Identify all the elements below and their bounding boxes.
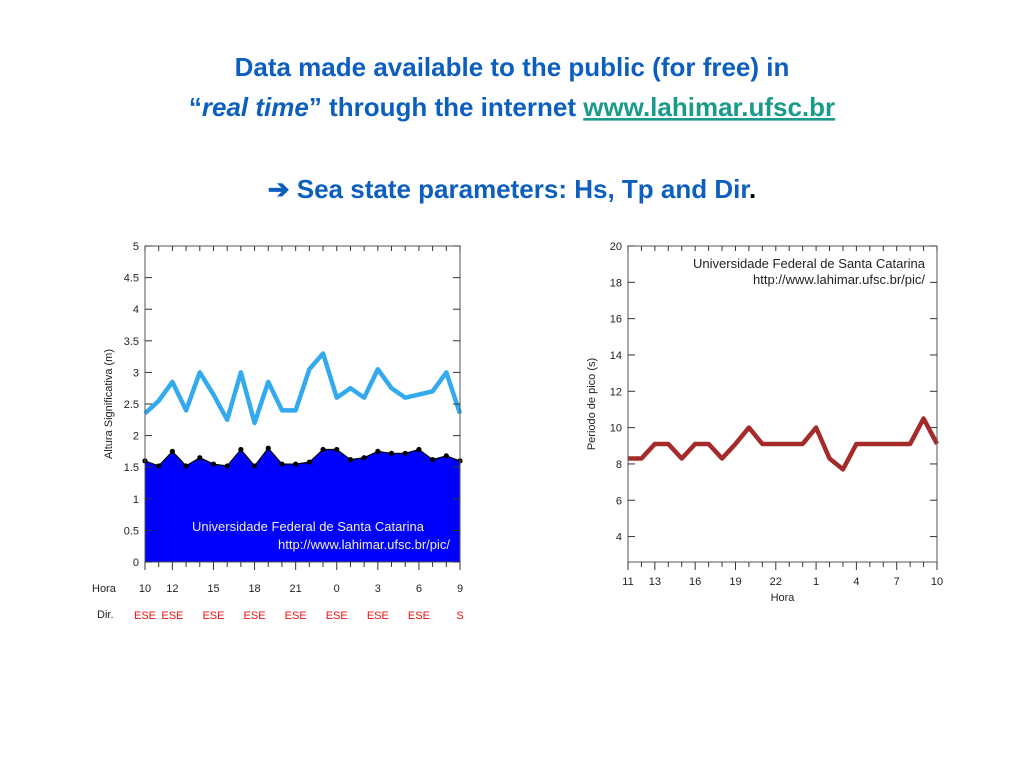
marker <box>197 455 203 461</box>
marker <box>347 457 354 463</box>
annotation: Universidade Federal de Santa Catarina <box>192 519 425 534</box>
plot-frame <box>627 245 938 563</box>
x-tick-label: 10 <box>931 576 943 588</box>
y-tick-label: 1.5 <box>124 462 139 474</box>
x-tick-label: 1 <box>813 576 819 588</box>
subtitle-text: ➔ Sea state parameters: Hs, Tp and Dir <box>268 174 751 204</box>
quote: “ <box>189 92 202 122</box>
y-tick-label: 3 <box>133 367 139 379</box>
x-tick-label: 16 <box>689 576 701 588</box>
y-tick-label: 8 <box>616 459 622 471</box>
direction-label: S <box>456 610 463 622</box>
y-tick-label: 6 <box>616 495 622 507</box>
title-rest: ” through the internet <box>309 92 583 122</box>
marker <box>361 455 367 461</box>
marker <box>251 463 258 469</box>
x-tick-label: 11 <box>622 576 633 588</box>
x-tick-label: 12 <box>166 583 178 595</box>
title-italic: real time <box>202 92 309 122</box>
x-tick-label: 21 <box>290 583 302 595</box>
marker <box>443 453 449 459</box>
marker <box>293 461 299 467</box>
x-tick-label: 22 <box>770 576 782 588</box>
x-axis-label: Hora <box>92 583 117 595</box>
direction-label: ESE <box>326 610 348 622</box>
y-tick-label: 20 <box>610 241 622 253</box>
annotation: http://www.lahimar.ufsc.br/pic/ <box>278 537 450 552</box>
y-tick-label: 5 <box>133 241 139 253</box>
y-axis-label: Periodo de pico (s) <box>586 358 598 450</box>
x-tick-label: 15 <box>207 583 219 595</box>
y-axis-label: Altura Significativa (m) <box>103 349 115 459</box>
y-tick-label: 18 <box>610 277 622 289</box>
x-tick-label: 10 <box>139 583 151 595</box>
x-tick-label: 6 <box>416 583 422 595</box>
y-tick-label: 1 <box>133 494 139 506</box>
marker <box>183 463 189 469</box>
marker <box>156 463 162 469</box>
direction-label: ESE <box>202 610 224 622</box>
direction-label: ESE <box>408 610 430 622</box>
y-tick-label: 4 <box>133 304 139 316</box>
y-tick-label: 16 <box>610 314 622 326</box>
x-tick-label: 3 <box>375 583 381 595</box>
direction-label: ESE <box>134 610 156 622</box>
subtitle: ➔ Sea state parameters: Hs, Tp and Dir. <box>268 174 757 204</box>
marker <box>402 450 408 456</box>
y-tick-label: 4.5 <box>124 273 139 285</box>
marker <box>265 445 271 451</box>
annotation: http://www.lahimar.ufsc.br/pic/ <box>753 272 925 287</box>
y-tick-label: 2.5 <box>124 399 139 411</box>
marker <box>224 463 230 469</box>
annotation: Universidade Federal de Santa Catarina <box>693 256 926 271</box>
marker <box>320 446 326 453</box>
y-tick-label: 0.5 <box>124 525 139 537</box>
line <box>143 351 463 426</box>
x-tick-label: 0 <box>334 583 340 595</box>
marker <box>238 446 244 453</box>
x-tick-label: 4 <box>853 576 859 588</box>
y-tick-label: 0 <box>133 557 139 569</box>
marker <box>169 448 175 454</box>
x-tick-label: 13 <box>649 576 661 588</box>
marker <box>430 457 436 463</box>
area <box>145 448 460 562</box>
title-line-2: “real time” through the internet www.lah… <box>189 92 835 122</box>
marker <box>388 450 395 456</box>
y-tick-label: 2 <box>133 431 139 443</box>
x-axis-label: Hora <box>771 592 796 604</box>
y-tick-label: 10 <box>610 423 622 435</box>
title-line-1: Data made available to the public (for f… <box>235 52 790 82</box>
subtitle-end: . <box>749 174 756 204</box>
y-tick-label: 4 <box>616 532 622 544</box>
marker <box>375 448 381 454</box>
y-tick-label: 14 <box>610 350 622 362</box>
y-tick-label: 3.5 <box>124 336 139 348</box>
y-tick-label: 12 <box>610 386 622 398</box>
x-tick-label: 9 <box>457 583 463 595</box>
direction-label: ESE <box>161 610 183 622</box>
marker <box>279 461 285 467</box>
marker <box>210 461 217 467</box>
dir-label: Dir. <box>97 609 114 621</box>
marker <box>334 446 340 453</box>
x-tick-label: 7 <box>894 576 900 588</box>
line <box>628 416 939 472</box>
direction-label: ESE <box>244 610 266 622</box>
x-tick-label: 19 <box>729 576 741 588</box>
marker <box>306 459 312 465</box>
marker <box>416 446 422 453</box>
link[interactable]: www.lahimar.ufsc.br <box>582 92 835 122</box>
direction-label: ESE <box>285 610 307 622</box>
x-tick-label: 18 <box>248 583 260 595</box>
direction-label: ESE <box>367 610 389 622</box>
